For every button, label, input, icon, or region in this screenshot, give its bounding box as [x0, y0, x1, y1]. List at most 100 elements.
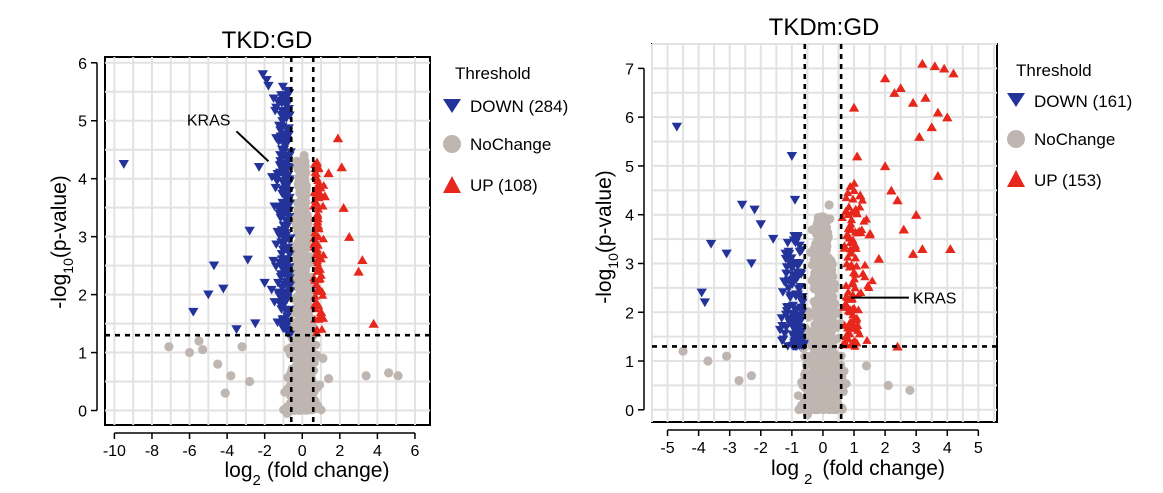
point-nochange [303, 404, 313, 414]
point-down [781, 263, 792, 272]
point-up [312, 245, 322, 254]
y-axis-label-post: (p-value) [48, 175, 71, 258]
point-up [313, 284, 325, 293]
point-down [275, 132, 286, 141]
point-up [848, 310, 858, 319]
x-tick-label: 3 [912, 440, 921, 457]
point-nochange [300, 352, 310, 361]
x-tick-label: -8 [145, 443, 159, 460]
point-up [312, 325, 322, 333]
x-tick-label: 2 [881, 440, 890, 457]
point-down [244, 226, 255, 236]
legend-item-down: DOWN (284) [443, 97, 568, 116]
point-up [879, 73, 891, 83]
point-down [270, 183, 281, 193]
x-tick-label: -1 [785, 440, 799, 457]
point-down [781, 323, 792, 332]
point-up [917, 244, 928, 254]
point-down [786, 152, 798, 161]
point-down [278, 140, 289, 149]
x-tick-label: -4 [220, 443, 234, 460]
point-up [914, 131, 925, 141]
point-up [892, 195, 903, 205]
point-down [794, 241, 805, 251]
y-tick-label: 6 [625, 110, 634, 127]
x-tick-label: -4 [692, 440, 706, 457]
point-up [853, 321, 863, 329]
point-up [907, 249, 919, 258]
point-nochange [290, 404, 300, 414]
point-down [118, 160, 129, 169]
point-down [277, 82, 288, 92]
point-up [873, 253, 885, 263]
point-down [279, 298, 290, 307]
point-down [208, 261, 220, 271]
y-axis-label-pre: -log [48, 274, 71, 309]
point-down [218, 284, 229, 294]
point-nochange [811, 311, 821, 321]
point-down [276, 250, 287, 259]
point-up [841, 332, 851, 340]
point-up [319, 191, 330, 201]
up-triangle-icon [443, 176, 461, 193]
point-nochange [793, 391, 803, 401]
point-up [318, 201, 328, 210]
point-up [850, 283, 860, 292]
point-down [280, 236, 291, 246]
x-tick-label: 0 [818, 440, 827, 457]
point-up [920, 92, 931, 102]
point-down [791, 305, 802, 314]
point-nochange [807, 225, 817, 235]
point-up [948, 68, 959, 78]
point-nochange [822, 291, 832, 301]
point-nochange [301, 222, 310, 232]
point-down [780, 254, 791, 264]
y-tick-label: 0 [625, 403, 634, 420]
point-nochange [818, 280, 827, 290]
point-up [353, 266, 364, 276]
point-nochange [292, 156, 302, 166]
point-down [269, 202, 280, 212]
x-axis-label-sub: 2 [253, 472, 261, 489]
point-nochange [721, 351, 732, 361]
point-up [864, 229, 875, 239]
point-down [793, 284, 804, 294]
point-nochange [703, 356, 713, 366]
y-axis-label-sub: 10 [60, 258, 76, 274]
point-nochange [825, 325, 835, 335]
point-nochange [828, 384, 837, 394]
point-up [312, 256, 322, 264]
point-up [862, 336, 872, 344]
point-up [846, 248, 856, 257]
point-nochange [312, 382, 322, 392]
point-up [841, 299, 851, 308]
x-axis-label: log 2 (fold change) [771, 457, 945, 488]
point-nochange [821, 243, 831, 253]
point-up [844, 233, 854, 242]
point-up [846, 215, 857, 224]
x-tick-label: -2 [754, 440, 768, 457]
point-up [932, 107, 944, 117]
x-tick-label: -10 [103, 443, 126, 460]
point-up [850, 253, 861, 262]
point-up [844, 202, 854, 211]
point-down [284, 274, 295, 283]
x-tick-label: 2 [335, 443, 344, 460]
point-down [779, 329, 790, 339]
point-up [845, 182, 855, 190]
point-nochange [829, 281, 839, 291]
point-nochange [816, 377, 826, 387]
y-axis-label: -log10(p-value) [48, 175, 76, 308]
point-down [277, 117, 288, 126]
point-down [781, 303, 792, 312]
point-down [263, 81, 274, 91]
point-nochange [292, 393, 302, 402]
point-nochange [295, 255, 305, 265]
legend-label-nochange: NoChange [1034, 130, 1115, 149]
y-axis-label-sub: 10 [605, 253, 621, 269]
point-down [272, 318, 283, 327]
point-nochange [164, 342, 174, 352]
point-down [269, 298, 280, 307]
point-down [231, 325, 242, 335]
point-up [942, 112, 953, 122]
